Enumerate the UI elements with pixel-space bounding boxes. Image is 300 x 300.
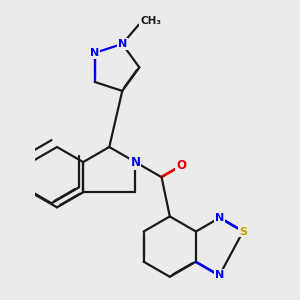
Text: N: N: [215, 213, 224, 223]
Text: CH₃: CH₃: [140, 16, 161, 26]
Text: O: O: [176, 159, 186, 172]
Text: N: N: [118, 39, 127, 49]
Text: N: N: [130, 156, 140, 169]
Text: S: S: [239, 226, 247, 236]
Text: N: N: [215, 270, 224, 280]
Text: N: N: [90, 48, 99, 58]
